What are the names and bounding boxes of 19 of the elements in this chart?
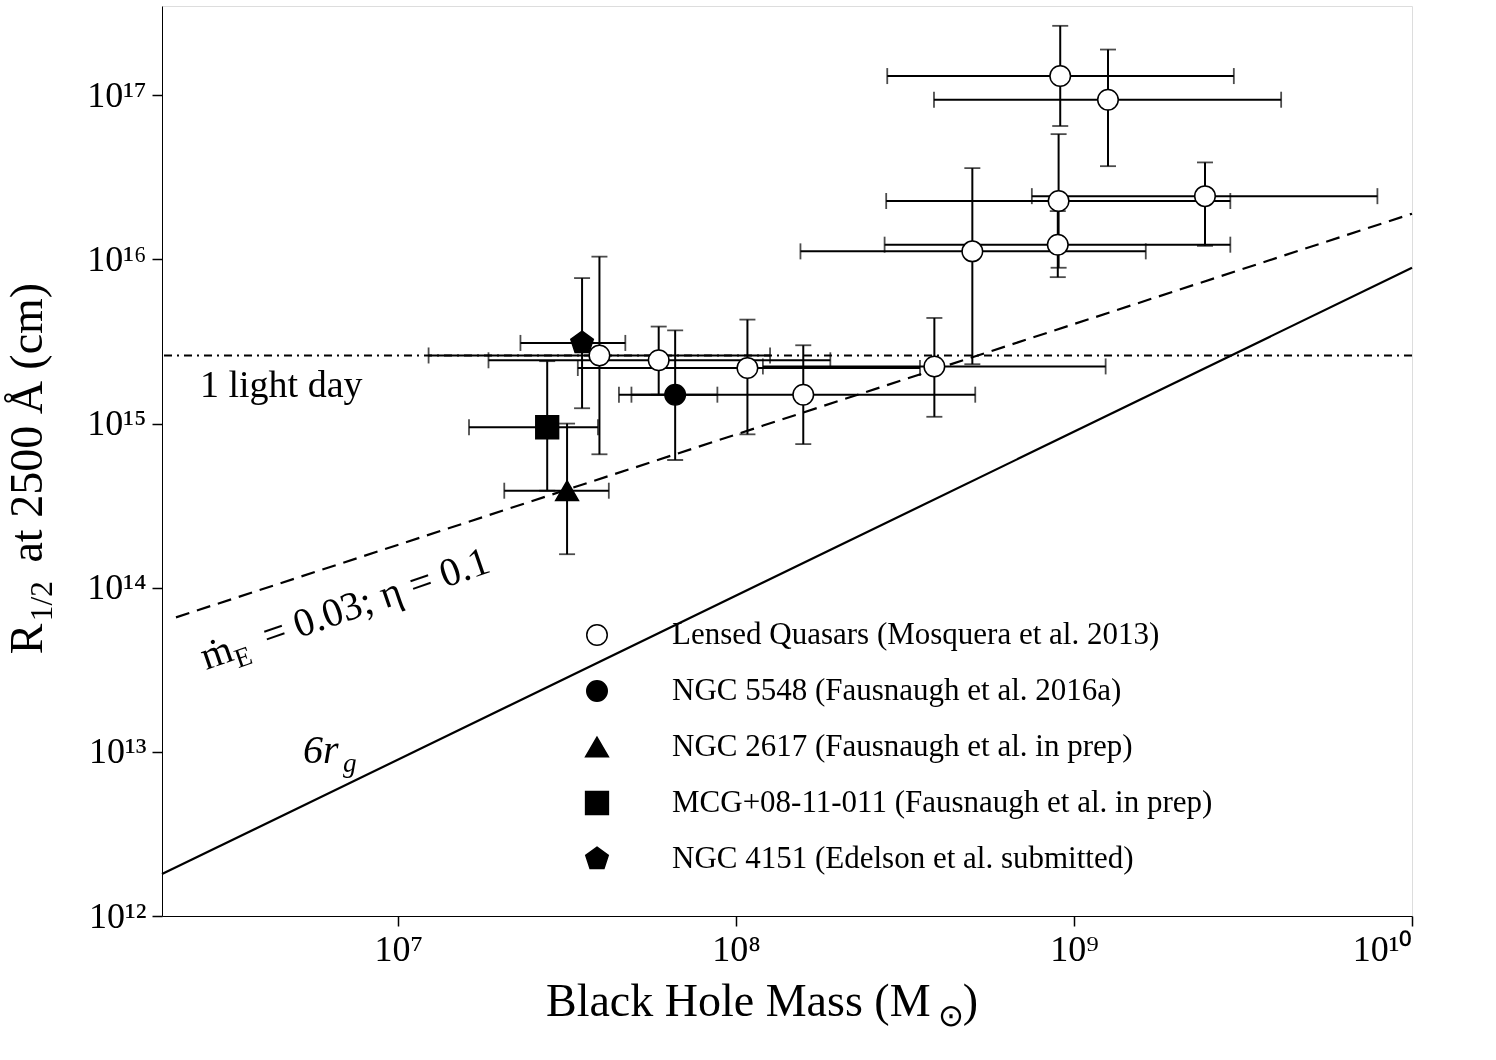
x-tick-label: 10⁸ <box>712 928 761 969</box>
ref-line-label: 1 light day <box>200 363 363 406</box>
legend-label: NGC 4151 (Edelson et al. submitted) <box>672 840 1134 875</box>
x-tick-label: 10⁹ <box>1050 928 1099 969</box>
y-tick-label: 10¹⁷ <box>87 74 147 115</box>
y-tick-label: 10¹⁶ <box>87 238 147 279</box>
legend-label: NGC 2617 (Fausnaugh et al. in prep) <box>672 728 1133 763</box>
annotation: ṁE = 0.03; η = 0.1 <box>194 537 496 679</box>
legend-label: Lensed Quasars (Mosquera et al. 2013) <box>672 616 1160 651</box>
y-axis-title: R1/2 at 2500 Å (cm) <box>1 282 60 655</box>
y-tick-label: 10¹⁴ <box>87 567 147 608</box>
y-tick-label: 10¹⁵ <box>87 403 147 444</box>
y-tick-label: 10¹² <box>88 895 147 936</box>
legend-label: NGC 5548 (Fausnaugh et al. 2016a) <box>672 672 1122 707</box>
y-tick-label: 10¹³ <box>88 731 147 772</box>
legend-label: MCG+08-11-011 (Fausnaugh et al. in prep) <box>672 784 1213 819</box>
x-tick-label: 10¹⁰ <box>1352 928 1413 969</box>
x-axis-title: Black Hole Mass (M⊙) <box>545 975 979 1034</box>
x-tick-label: 10⁷ <box>374 928 423 969</box>
